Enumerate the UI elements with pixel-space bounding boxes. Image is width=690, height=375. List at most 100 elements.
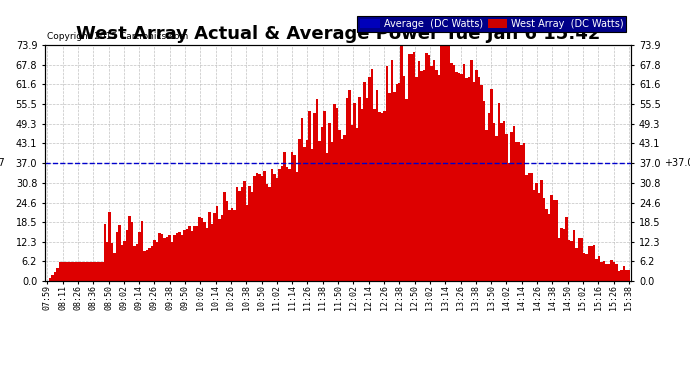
Bar [438, 75, 440, 281]
Bar [446, 45, 448, 281]
Bar [81, 262, 83, 281]
Bar [393, 92, 395, 281]
Bar [418, 61, 420, 281]
Bar [508, 163, 511, 281]
Bar [248, 186, 250, 281]
Bar [306, 140, 308, 281]
Bar [321, 127, 323, 281]
Bar [485, 130, 488, 281]
Bar [106, 243, 108, 281]
Bar [343, 135, 346, 281]
Bar [233, 210, 236, 281]
Bar [301, 118, 303, 281]
Bar [128, 216, 131, 281]
Text: Copyright 2015 Cartronics.com: Copyright 2015 Cartronics.com [47, 32, 188, 41]
Bar [310, 149, 313, 281]
Bar [495, 136, 497, 281]
Bar [371, 69, 373, 281]
Bar [238, 191, 241, 281]
Bar [453, 65, 455, 281]
Bar [538, 193, 540, 281]
Bar [400, 45, 403, 281]
Bar [91, 262, 94, 281]
Bar [196, 226, 198, 281]
Bar [403, 76, 406, 281]
Bar [565, 217, 568, 281]
Bar [391, 60, 393, 281]
Bar [361, 109, 363, 281]
Bar [296, 172, 298, 281]
Bar [111, 243, 113, 281]
Bar [478, 77, 480, 281]
Bar [315, 99, 318, 281]
Bar [276, 177, 278, 281]
Bar [164, 238, 166, 281]
Bar [258, 174, 261, 281]
Bar [560, 228, 563, 281]
Bar [622, 266, 625, 281]
Bar [121, 245, 124, 281]
Bar [348, 90, 351, 281]
Bar [176, 233, 179, 281]
Bar [406, 99, 408, 281]
Bar [256, 173, 258, 281]
Bar [303, 147, 306, 281]
Bar [351, 125, 353, 281]
Bar [480, 85, 483, 281]
Bar [59, 262, 61, 281]
Bar [236, 187, 238, 281]
Legend: Average  (DC Watts), West Array  (DC Watts): Average (DC Watts), West Array (DC Watts… [357, 16, 627, 32]
Bar [86, 262, 88, 281]
Bar [433, 60, 435, 281]
Bar [543, 198, 545, 281]
Bar [56, 268, 59, 281]
Bar [513, 126, 515, 281]
Bar [415, 77, 418, 281]
Bar [201, 218, 204, 281]
Bar [511, 132, 513, 281]
Bar [435, 70, 438, 281]
Bar [241, 187, 244, 281]
Title: West Array Actual & Average Power Tue Jan 6 15:42: West Array Actual & Average Power Tue Ja… [76, 26, 600, 44]
Bar [83, 262, 86, 281]
Bar [66, 262, 68, 281]
Bar [230, 208, 233, 281]
Bar [460, 74, 463, 281]
Bar [108, 212, 111, 281]
Bar [124, 240, 126, 281]
Bar [298, 139, 301, 281]
Bar [328, 123, 331, 281]
Bar [515, 142, 518, 281]
Bar [378, 112, 380, 281]
Bar [598, 256, 600, 281]
Bar [483, 101, 485, 281]
Bar [555, 200, 558, 281]
Bar [531, 173, 533, 281]
Bar [308, 111, 310, 281]
Bar [131, 222, 133, 281]
Bar [283, 152, 286, 281]
Bar [48, 278, 51, 281]
Bar [326, 153, 328, 281]
Bar [226, 201, 228, 281]
Bar [208, 211, 211, 281]
Bar [471, 60, 473, 281]
Bar [218, 219, 221, 281]
Bar [473, 82, 475, 281]
Bar [458, 73, 460, 281]
Bar [563, 230, 565, 281]
Bar [148, 248, 151, 281]
Bar [602, 261, 605, 281]
Bar [525, 175, 528, 281]
Bar [96, 262, 99, 281]
Bar [266, 184, 268, 281]
Bar [101, 262, 104, 281]
Bar [505, 134, 508, 281]
Bar [94, 262, 96, 281]
Bar [500, 123, 503, 281]
Bar [375, 90, 378, 281]
Bar [153, 240, 156, 281]
Bar [373, 109, 375, 281]
Bar [431, 66, 433, 281]
Bar [615, 264, 618, 281]
